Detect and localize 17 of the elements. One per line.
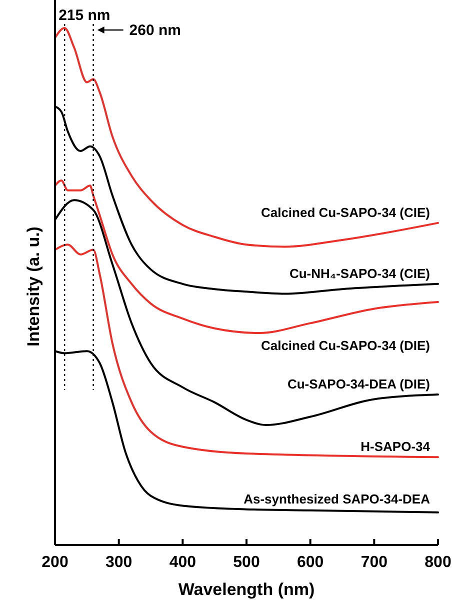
- series-label: H-SAPO-34: [360, 439, 431, 454]
- series-label: Calcined Cu-SAPO-34 (DIE): [260, 338, 430, 354]
- x-tick-label: 700: [360, 554, 388, 571]
- ref-line-label: 215 nm: [58, 7, 110, 24]
- x-tick-label: 300: [105, 554, 132, 571]
- series-label: Calcined Cu-SAPO-34 (CIE): [260, 204, 430, 220]
- series-label: Cu-SAPO-34-DEA (DIE): [287, 376, 430, 392]
- series-label: As-synthesized SAPO-34-DEA: [244, 491, 431, 506]
- x-tick-label: 200: [42, 554, 68, 571]
- x-tick-label: 400: [169, 554, 196, 571]
- x-tick-label: 600: [296, 554, 324, 571]
- x-tick-label: 500: [233, 554, 260, 571]
- y-axis-title: Intensity (a. u.): [24, 226, 43, 346]
- x-tick-label: 800: [424, 554, 452, 571]
- x-axis-title: Wavelength (nm): [178, 580, 315, 599]
- series-label: Cu-NH₄-SAPO-34 (CIE): [289, 266, 430, 281]
- ref-line-label: 260 nm: [129, 22, 182, 39]
